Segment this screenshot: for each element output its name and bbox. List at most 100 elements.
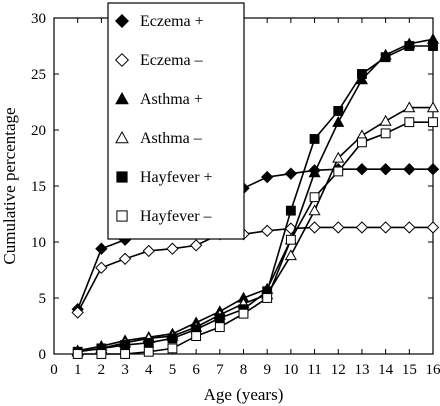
data-point [309,192,320,203]
data-point [95,242,108,255]
data-point [403,163,416,176]
data-point [428,41,438,51]
x-tick-label: 16 [426,362,440,378]
data-point [332,221,345,234]
data-point [379,114,392,126]
data-point [308,204,321,216]
data-point [379,163,392,176]
data-point [189,239,203,252]
data-point [214,322,225,333]
data-point [284,249,297,261]
data-point [379,221,392,234]
data-point [72,349,83,359]
data-point [308,166,321,178]
data-point [355,221,369,234]
data-point [167,343,178,354]
data-point [71,306,84,319]
x-tick-label: 3 [121,362,129,378]
data-point [143,337,154,348]
series-line [77,38,434,352]
legend-marker [115,130,129,144]
x-tick-label: 8 [240,362,248,378]
series-line [77,106,433,353]
data-point [284,167,298,180]
x-axis-title: Age (years) [204,385,284,404]
legend-label: Eczema + [140,13,204,30]
data-point [426,101,440,113]
data-point [333,166,344,177]
data-point [191,331,202,342]
data-point [403,101,416,113]
x-tick-label: 0 [50,362,58,378]
data-point [142,244,155,258]
x-tick-label: 11 [307,362,321,378]
legend-marker [114,52,130,68]
x-tick-label: 4 [145,362,153,378]
series-line [77,45,433,353]
data-point [308,221,321,234]
y-axis-title: Cumulative percentage [0,107,19,264]
data-point [404,41,415,51]
y-tick-label: 25 [31,67,46,83]
y-tick-label: 20 [31,123,46,139]
x-tick-label: 1 [74,362,82,378]
data-point [95,261,108,274]
legend-label: Hayfever – [140,208,213,225]
data-point [380,52,391,63]
data-point [238,308,249,319]
data-point [167,333,178,344]
x-tick-label: 2 [98,362,106,378]
series-5 [72,117,438,359]
data-point [426,163,440,176]
data-point [309,134,320,144]
legend: Eczema + Eczema – Asthma + Asthma – Hayfever… [107,2,245,240]
x-tick-label: 15 [402,362,417,378]
data-point [120,349,130,359]
legend-box [107,2,245,240]
data-point [261,224,274,237]
data-point [96,349,107,359]
data-point [118,252,132,265]
data-point [214,313,225,324]
x-tick-label: 14 [378,362,394,378]
y-tick-label: 15 [31,179,46,195]
data-point [285,205,296,216]
data-point [332,151,345,163]
data-point [355,163,369,176]
data-point [428,117,438,128]
data-point [285,234,296,245]
data-point [120,340,130,350]
legend-label: Asthma – [140,130,203,147]
data-point [404,117,415,128]
data-point [380,128,391,139]
x-tick-label: 9 [263,362,271,378]
data-point [143,346,154,357]
data-point [357,137,367,148]
legend-label: Asthma + [140,91,203,108]
axes: 0 1 2 3 4 5 6 7 8 9 10 11 12 13 14 15 16051015202530Age … [0,11,440,404]
legend-label: Hayfever + [140,169,213,186]
data-point [426,221,440,234]
data-point [166,242,179,255]
data-point [262,293,273,303]
y-tick-label: 0 [39,347,47,363]
series-line [76,226,433,313]
x-tick-label: 13 [354,362,369,378]
legend-label: Eczema – [140,52,204,69]
x-tick-label: 6 [192,362,200,378]
series-line [77,121,433,355]
x-tick-label: 7 [216,362,224,378]
data-point [332,115,345,127]
x-tick-label: 5 [169,362,177,378]
y-tick-label: 30 [31,11,46,27]
series-1 [71,221,440,319]
data-point [261,170,274,184]
x-tick-label: 10 [283,362,298,378]
legend-marker [114,13,130,29]
y-tick-label: 5 [39,291,47,307]
x-tick-label: 12 [331,362,346,378]
data-point [357,69,367,79]
legend-marker [115,91,129,105]
data-point [403,221,416,234]
